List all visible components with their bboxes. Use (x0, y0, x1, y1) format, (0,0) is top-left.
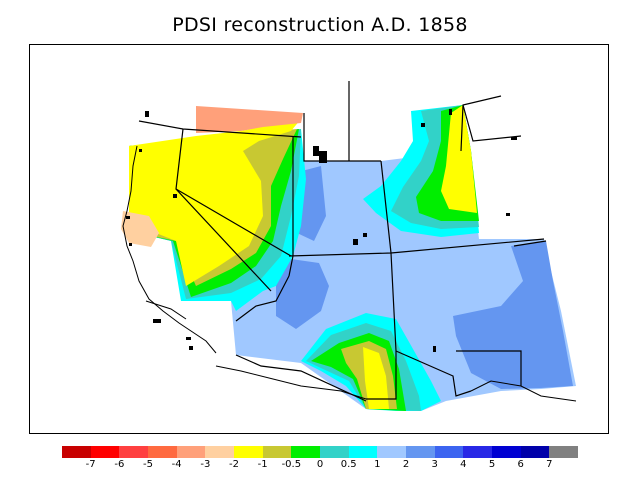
legend-tick-label: -1 (257, 459, 268, 470)
california-peach-patch (121, 211, 159, 247)
legend-tick-label: 1 (374, 459, 381, 470)
pdsi-map (121, 81, 577, 411)
legend-swatch (176, 446, 206, 458)
north-yellow-lobe (441, 105, 477, 213)
legend-swatch (62, 446, 91, 458)
plains-blue (453, 241, 573, 389)
legend-tick-label: -3 (200, 459, 211, 470)
legend-tick-label: -4 (171, 459, 182, 470)
legend-tick-label: -2 (229, 459, 239, 470)
legend-swatch (434, 446, 464, 458)
color-legend-ticks: -7 -6 -5 -4 -3 -2 -1 -0.5 0 0.5 1 2 3 4 5 6 7 (0, 459, 640, 473)
legend-tick-label: -7 (85, 459, 96, 470)
map-frame (29, 44, 609, 434)
legend-tick-label: 6 (517, 459, 524, 470)
state-boundaries (138, 81, 547, 402)
legend-tick-label: 2 (402, 459, 410, 470)
legend-swatch (377, 446, 407, 458)
legend-swatch (90, 446, 120, 458)
south-yellow-lobe (363, 347, 389, 409)
color-legend-bar (62, 446, 579, 458)
legend-tick-label: 3 (431, 459, 438, 470)
legend-tick-label: -5 (143, 459, 153, 470)
legend-tick-label: 4 (460, 459, 467, 470)
legend-swatch (320, 446, 349, 458)
northwest-orange-strip (196, 106, 303, 133)
west-yellow-band (129, 119, 301, 286)
map-title: PDSI reconstruction A.D. 1858 (172, 14, 468, 36)
legend-swatch (291, 446, 321, 458)
legend-swatch (348, 446, 378, 458)
legend-swatch (463, 446, 493, 458)
legend-swatch (492, 446, 521, 458)
legend-swatch (234, 446, 263, 458)
legend-tick-label: -0.5 (281, 459, 302, 470)
legend-swatch (549, 446, 579, 458)
legend-swatch (406, 446, 435, 458)
legend-tick-label: 0.5 (340, 459, 357, 470)
legend-tick-label: -6 (114, 459, 125, 470)
legend-swatch (148, 446, 177, 458)
legend-tick-label: 7 (546, 459, 553, 470)
coastline (122, 145, 577, 402)
legend-swatch (205, 446, 235, 458)
legend-swatch (262, 446, 292, 458)
legend-swatch (520, 446, 550, 458)
legend-tick-label: 0 (316, 459, 324, 470)
legend-tick-label: 5 (488, 459, 496, 470)
legend-swatch (119, 446, 149, 458)
lakes-and-islands (126, 109, 517, 352)
